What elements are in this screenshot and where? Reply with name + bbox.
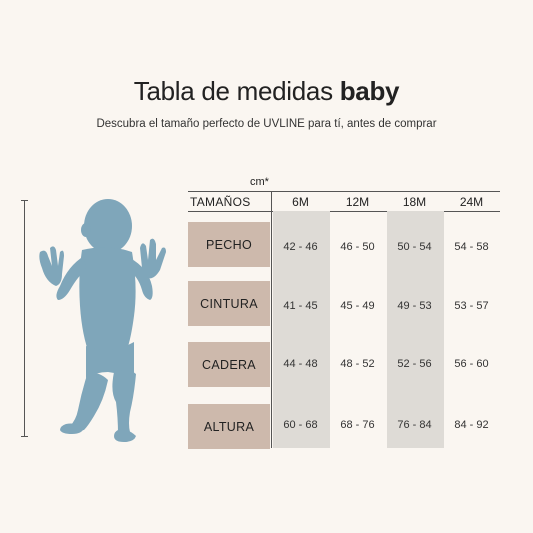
cell-cadera-6m: 44 - 48: [283, 358, 318, 370]
cell-cintura-18m: 49 - 53: [397, 300, 432, 312]
title-bold: baby: [339, 76, 400, 106]
size-header-6m: 6M: [292, 195, 309, 209]
page-subtitle: Descubra el tamaño perfecto de UVLINE pa…: [96, 118, 437, 130]
size-header-24m: 24M: [459, 195, 484, 209]
cell-cadera-24m: 56 - 60: [454, 358, 489, 370]
cell-pecho-24m: 54 - 58: [454, 241, 489, 253]
title-main: Tabla de medidas: [133, 76, 333, 106]
cell-pecho-6m: 42 - 46: [283, 241, 318, 253]
cell-altura-18m: 76 - 84: [397, 419, 432, 431]
size-header-18m: 18M: [402, 195, 427, 209]
table-top-rule: [188, 191, 500, 192]
page-title: Tabla de medidas baby: [0, 76, 533, 107]
cell-cintura-12m: 45 - 49: [340, 300, 375, 312]
column-highlight-6m: [273, 211, 330, 448]
row-label-cintura: CINTURA: [188, 281, 270, 326]
cell-altura-6m: 60 - 68: [283, 419, 318, 431]
cell-cadera-18m: 52 - 56: [397, 358, 432, 370]
row-label-pecho: PECHO: [188, 222, 270, 267]
table-header-rule: [188, 211, 500, 212]
cell-altura-12m: 68 - 76: [340, 419, 375, 431]
cell-cadera-12m: 48 - 52: [340, 358, 375, 370]
row-label-altura: ALTURA: [188, 404, 270, 449]
row-label-cadera: CADERA: [188, 342, 270, 387]
cell-cintura-24m: 53 - 57: [454, 300, 489, 312]
size-header-12m: 12M: [345, 195, 370, 209]
column-highlight-18m: [387, 211, 444, 448]
cell-altura-24m: 84 - 92: [454, 419, 489, 431]
cell-cintura-6m: 41 - 45: [283, 300, 318, 312]
unit-label: cm*: [250, 176, 269, 188]
cell-pecho-18m: 50 - 54: [397, 241, 432, 253]
sizes-header-label: TAMAÑOS: [190, 195, 251, 209]
table-vertical-rule: [271, 191, 272, 448]
baby-silhouette-icon: [39, 199, 166, 442]
cell-pecho-12m: 46 - 50: [340, 241, 375, 253]
height-ruler: [21, 200, 28, 437]
